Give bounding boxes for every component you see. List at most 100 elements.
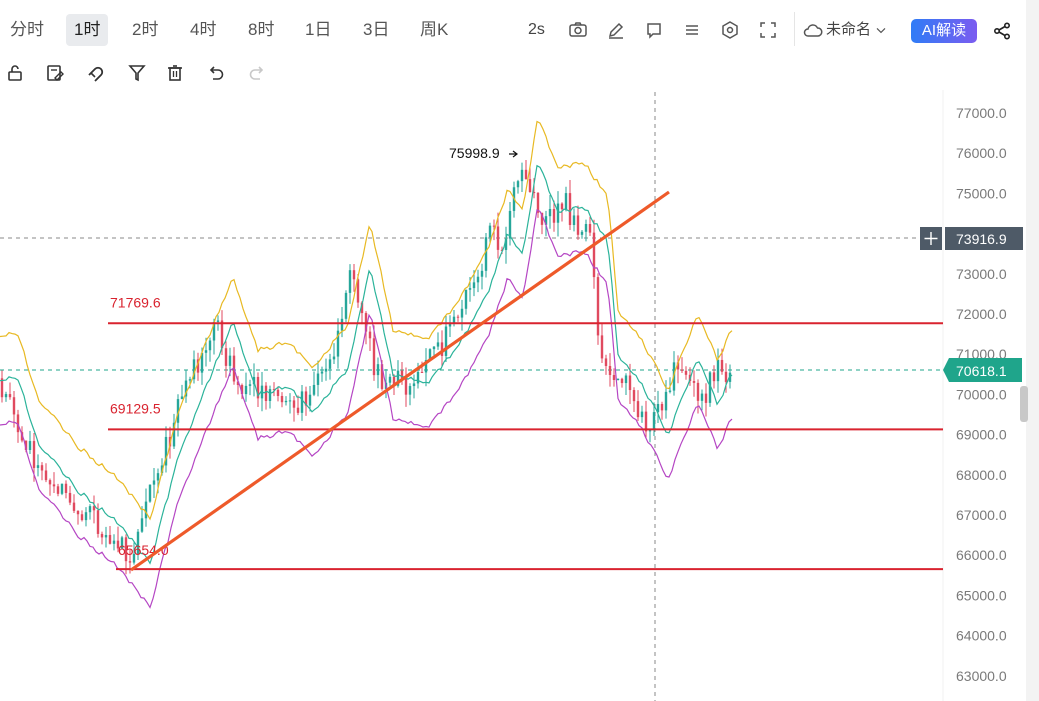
candle-body <box>700 393 704 401</box>
candle-body <box>564 193 568 210</box>
trash-icon[interactable] <box>163 61 187 85</box>
reply-icon[interactable] <box>642 18 666 42</box>
candle-body <box>444 326 448 356</box>
candle-body <box>272 389 276 391</box>
candle-body <box>612 375 616 380</box>
vertical-scrollbar[interactable] <box>1026 0 1039 701</box>
candle-body <box>32 441 36 468</box>
fullscreen-icon[interactable] <box>756 18 780 42</box>
list-icon[interactable] <box>680 18 704 42</box>
candle-body <box>408 386 412 395</box>
plus-icon <box>924 232 938 245</box>
candle-body <box>136 531 140 554</box>
filter-icon[interactable] <box>125 61 149 85</box>
tab-timeframe-7[interactable]: 周K <box>420 20 449 39</box>
candle-body <box>304 391 308 406</box>
candle-body <box>132 553 136 563</box>
level-label: 69129.5 <box>110 400 161 416</box>
tab-timeframe-0[interactable]: 分时 <box>10 20 44 39</box>
candle-body <box>452 316 456 323</box>
edit-icon[interactable] <box>43 61 67 85</box>
candle-body <box>400 370 404 379</box>
candle-body <box>356 279 360 303</box>
tab-timeframe-5[interactable]: 1日 <box>305 20 332 39</box>
candle-body <box>352 270 356 280</box>
candle-body <box>88 506 92 513</box>
candle-body <box>680 369 684 371</box>
candle-body <box>196 359 200 373</box>
cloud-icon <box>801 19 825 43</box>
magnet-icon[interactable] <box>83 61 107 85</box>
candle-body <box>116 540 120 549</box>
candle-body <box>724 371 728 382</box>
y-tick-label: 66000.0 <box>956 547 1007 563</box>
candle-body <box>152 480 156 485</box>
candle-body <box>248 384 252 386</box>
candle-body <box>416 371 420 384</box>
candle-body <box>424 360 428 373</box>
candle-body <box>216 320 220 322</box>
candle-body <box>252 376 256 385</box>
candle-body <box>4 394 8 398</box>
candle-body <box>84 512 88 521</box>
candle-body <box>160 465 164 474</box>
candle-body <box>676 362 680 370</box>
tab-timeframe-3[interactable]: 4时 <box>190 20 217 39</box>
layout-name[interactable]: 未命名 <box>826 21 872 38</box>
y-tick-label: 65000.0 <box>956 587 1007 603</box>
unlock-icon[interactable] <box>3 61 27 85</box>
moving-average-line <box>0 164 733 565</box>
candle-body <box>348 270 352 293</box>
ai-interpret-button[interactable]: AI解读 <box>911 19 977 43</box>
crosshair-price-tag <box>945 227 1023 250</box>
candle-body <box>284 400 288 403</box>
candle-body <box>368 331 372 339</box>
candle-body <box>380 364 384 389</box>
candle-body <box>336 330 340 357</box>
candle-body <box>528 179 532 193</box>
candle-body <box>608 365 612 376</box>
candle-body <box>120 537 124 549</box>
candle-body <box>476 276 480 283</box>
candle-body <box>228 355 232 366</box>
candle-body <box>96 510 100 534</box>
candle-body <box>372 338 376 376</box>
candle-body <box>596 277 600 336</box>
candle-body <box>640 411 644 418</box>
upper-band-line <box>0 120 733 521</box>
candle-body <box>240 385 244 395</box>
candle-body <box>520 169 524 182</box>
candle-body <box>632 390 636 402</box>
share-icon[interactable] <box>990 19 1014 43</box>
candle-body <box>200 352 204 373</box>
top-toolbar: 分时 1时 2时 4时 8时 1日 3日 周K 2s 未命名 AI解读 <box>0 0 1026 62</box>
y-tick-label: 73000.0 <box>956 266 1007 282</box>
candle-body <box>212 321 216 341</box>
crosshair-price-label: 73916.9 <box>956 231 1007 247</box>
candle-body <box>164 436 168 466</box>
tab-timeframe-1[interactable]: 1时 <box>66 14 109 46</box>
candle-body <box>492 225 496 227</box>
redo-icon[interactable] <box>245 61 269 85</box>
candle-body <box>264 385 268 401</box>
settings-icon[interactable] <box>718 18 742 42</box>
tab-timeframe-2[interactable]: 2时 <box>132 20 159 39</box>
chevron-down-icon[interactable] <box>873 20 889 40</box>
scroll-handle[interactable] <box>1020 386 1028 422</box>
pen-icon[interactable] <box>604 18 628 42</box>
candle-body <box>108 534 112 544</box>
tab-timeframe-4[interactable]: 8时 <box>248 20 275 39</box>
candle-body <box>60 483 64 494</box>
undo-icon[interactable] <box>204 61 228 85</box>
refresh-interval[interactable]: 2s <box>528 21 545 38</box>
candle-body <box>92 506 96 511</box>
candle-body <box>508 210 512 239</box>
candle-body <box>544 216 548 225</box>
arrow-icon <box>509 150 518 158</box>
candle-body <box>388 376 392 383</box>
camera-icon[interactable] <box>566 18 590 42</box>
tab-timeframe-6[interactable]: 3日 <box>363 20 390 39</box>
candle-body <box>468 288 472 290</box>
candle-body <box>184 380 188 397</box>
